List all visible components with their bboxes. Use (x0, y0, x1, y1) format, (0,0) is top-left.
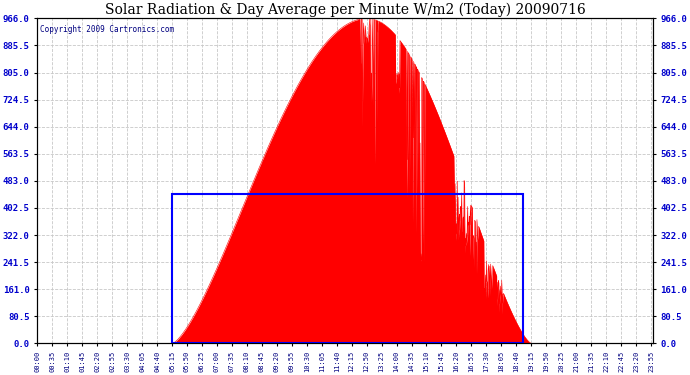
Text: Copyright 2009 Cartronics.com: Copyright 2009 Cartronics.com (41, 25, 175, 34)
Bar (172, 194, 523, 344)
Title: Solar Radiation & Day Average per Minute W/m2 (Today) 20090716: Solar Radiation & Day Average per Minute… (105, 3, 585, 17)
